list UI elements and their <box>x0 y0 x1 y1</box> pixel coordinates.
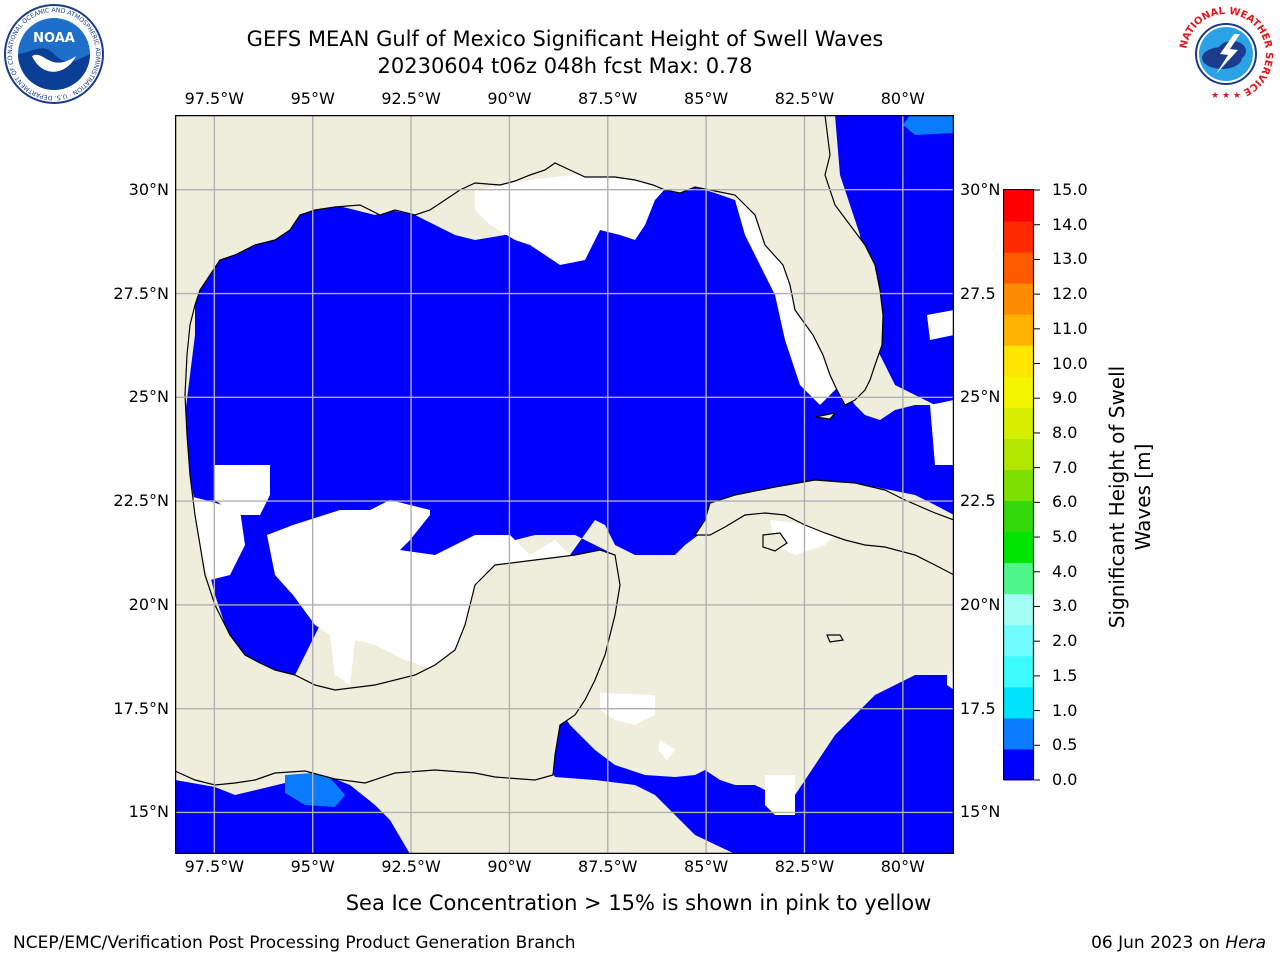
colorbar-tick-label: 13.0 <box>1052 249 1088 269</box>
jamaica <box>826 634 844 643</box>
swell-field-mid <box>285 115 954 807</box>
cuba <box>693 479 954 576</box>
colorbar-tick-label: 10.0 <box>1052 353 1088 373</box>
hispaniola-edge <box>947 670 954 690</box>
lat-tick-label: 25°N <box>128 387 169 407</box>
caribbean-south <box>175 775 410 854</box>
lon-tick-label: 90°W <box>487 89 532 108</box>
colorbar-segment <box>1004 748 1033 781</box>
swan-islands <box>658 740 675 760</box>
lon-tick-label: 85°W <box>684 89 729 108</box>
chart-title: GEFS MEAN Gulf of Mexico Significant Hei… <box>246 27 884 51</box>
colorbar-segment <box>1004 252 1033 284</box>
lat-tick-label: 22.5°N <box>113 491 169 511</box>
lon-tick-label: 90°W <box>487 857 532 876</box>
colorbar-title: Significant Height of Swell Waves [m] <box>1105 365 1155 629</box>
lat-tick-label: 27.5 <box>960 283 996 303</box>
lat-tick-label: 15°N <box>128 802 169 822</box>
colorbar-segment <box>1004 438 1033 470</box>
lat-tick-label: 30°N <box>960 179 1001 199</box>
footer-date: 06 Jun 2023 on Hera <box>1091 933 1266 953</box>
lat-tick-label: 25°N <box>960 387 1001 407</box>
map-frame <box>175 115 954 854</box>
florida-keys <box>814 412 837 420</box>
colorbar-tick-label: 12.0 <box>1052 284 1088 304</box>
nicaragua-shelf <box>765 775 795 815</box>
colorbar-tick-label: 9.0 <box>1052 388 1078 408</box>
colorbar-segment <box>1004 717 1033 750</box>
colorbar-tick-label: 5.0 <box>1052 527 1078 547</box>
lat-tick-label: 17.5 <box>960 698 996 718</box>
colorbar-segment <box>1004 283 1033 315</box>
chart-subtitle: 20230604 t06z 048h fcst Max: 0.78 <box>377 54 753 78</box>
colorbar-tick-label: 0.0 <box>1052 770 1078 789</box>
colorbar-segment <box>1004 469 1033 502</box>
nws-logo: NATIONAL WEATHER SERVICE ★ ★ ★ <box>1176 4 1276 104</box>
lon-tick-label: 92.5°W <box>381 857 441 876</box>
footer-credit: NCEP/EMC/Verification Post Processing Pr… <box>13 933 576 953</box>
noaa-logo: NATIONAL OCEANIC AND ATMOSPHERIC ADMINIS… <box>1 0 104 104</box>
northern-gulf-shelf <box>475 173 665 265</box>
lat-tick-label: 20°N <box>960 594 1001 614</box>
colorbar-tick-label: 11.0 <box>1052 318 1088 338</box>
colorbar-segment <box>1004 190 1033 222</box>
svg-text:NOAA: NOAA <box>33 31 75 46</box>
lat-tick-label: 17.5°N <box>113 698 169 718</box>
colorbar-tick-label: 8.0 <box>1052 422 1078 442</box>
bahamas-bank <box>927 310 954 340</box>
lat-tick-label: 30°N <box>128 179 169 199</box>
colorbar-segment <box>1004 376 1033 408</box>
colorbar-segment <box>1004 500 1033 533</box>
lon-tick-label: 92.5°W <box>381 89 441 108</box>
lon-tick-label: 80°W <box>880 857 925 876</box>
colorbar-segment <box>1004 624 1033 657</box>
colorbar-segment <box>1004 655 1033 688</box>
florida-west-shelf <box>735 200 840 405</box>
lon-tick-label: 82.5°W <box>774 857 835 876</box>
lon-tick-label: 87.5°W <box>578 857 638 876</box>
lat-tick-label: 27.5°N <box>113 283 169 303</box>
svg-text:★ ★ ★: ★ ★ ★ <box>1211 91 1241 101</box>
isla-juventud <box>762 532 788 552</box>
gulf-of-mexico-map <box>175 115 954 854</box>
colorbar-tick-label: 4.0 <box>1052 561 1078 581</box>
lon-tick-label: 97.5°W <box>184 89 245 108</box>
colorbar-tick-label: 1.0 <box>1052 700 1078 720</box>
colorbar-segment <box>1004 593 1033 626</box>
bahamas-south <box>930 400 954 465</box>
caribbean-east <box>765 675 954 854</box>
colorbar-tick-label: 2.0 <box>1052 631 1078 651</box>
lat-tick-label: 15°N <box>960 802 1001 822</box>
lon-tick-label: 87.5°W <box>578 89 638 108</box>
colorbar-segment <box>1004 686 1033 719</box>
us-gulf-coast <box>175 115 884 786</box>
colorbar-tick-label: 1.5 <box>1052 665 1078 685</box>
colorbar-segment <box>1004 314 1033 346</box>
colorbar-segment <box>1004 345 1033 377</box>
land-masses <box>175 115 954 786</box>
colorbar-tick-label: 3.0 <box>1052 596 1078 616</box>
lon-tick-label: 85°W <box>684 857 729 876</box>
colorbar-tick-label: 6.0 <box>1052 492 1078 512</box>
lon-tick-label: 97.5°W <box>184 857 245 876</box>
map-grid <box>175 115 954 854</box>
colorbar-tick-label: 7.0 <box>1052 457 1078 477</box>
colorbar-segment <box>1004 221 1033 253</box>
colorbar-tick-label: 15.0 <box>1052 180 1088 199</box>
colorbar-tick-label: 14.0 <box>1052 214 1088 234</box>
colorbar-segment <box>1004 562 1033 595</box>
colorbar <box>1003 189 1040 781</box>
colorbar-tick-label: 0.5 <box>1052 735 1078 755</box>
lon-tick-label: 80°W <box>880 89 925 108</box>
lon-tick-label: 95°W <box>290 857 335 876</box>
lon-tick-label: 82.5°W <box>774 89 835 108</box>
lat-tick-label: 20°N <box>128 594 169 614</box>
campeche-west <box>215 465 270 515</box>
lon-tick-label: 95°W <box>290 89 335 108</box>
lat-tick-label: 22.5 <box>960 491 996 511</box>
sea-ice-note: Sea Ice Concentration > 15% is shown in … <box>345 891 932 915</box>
colorbar-segment <box>1004 407 1033 439</box>
colorbar-segment <box>1004 531 1033 564</box>
gulf-basin <box>185 187 954 854</box>
